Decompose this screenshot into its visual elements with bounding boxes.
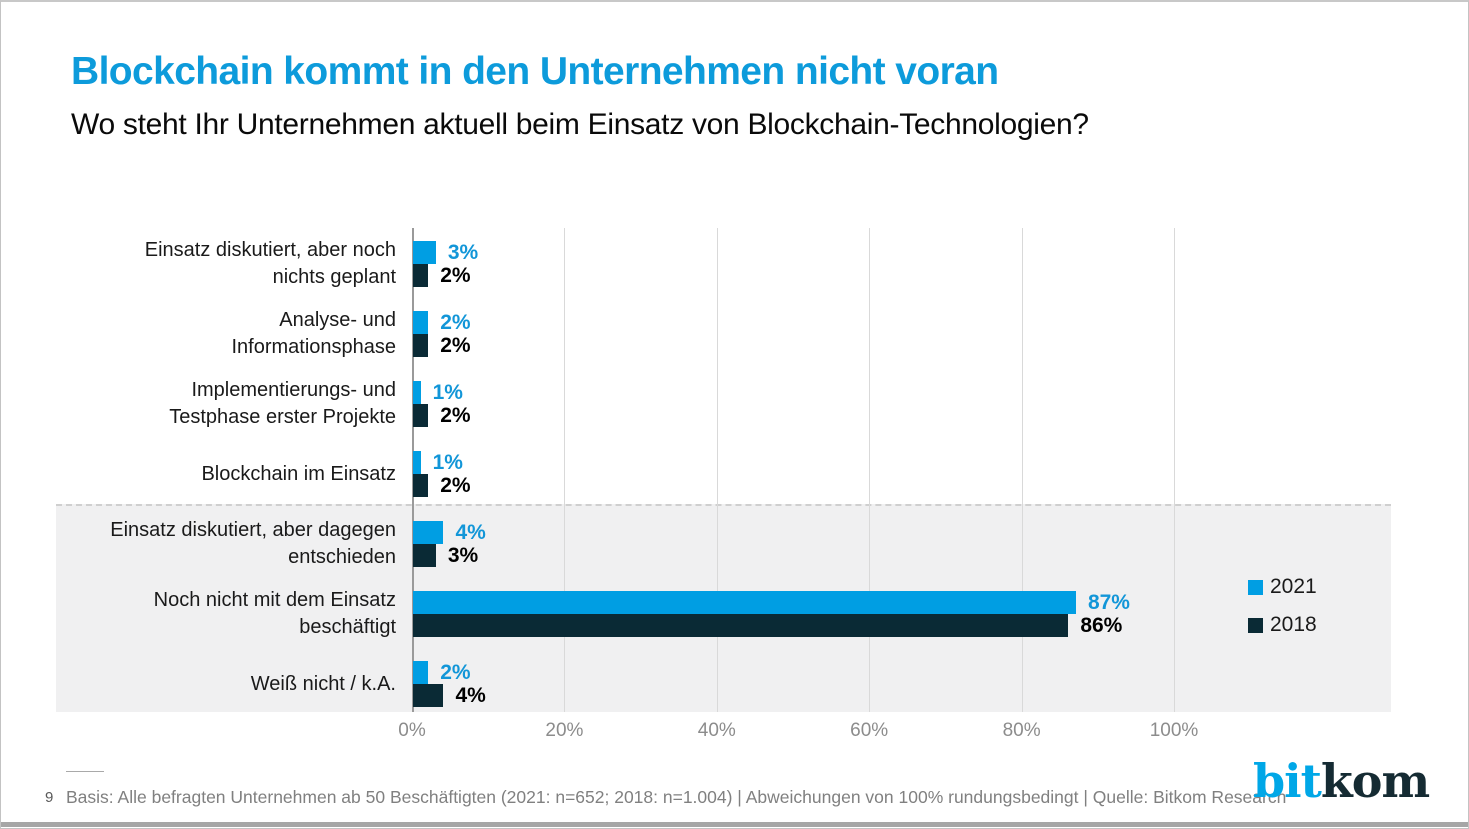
value-label-2018: 86% [1080, 614, 1123, 637]
legend-item-2018: 2018 [1248, 613, 1317, 636]
slide-number: 9 [45, 789, 54, 806]
value-label-2018: 2% [440, 334, 471, 357]
legend-swatch-2021 [1248, 579, 1263, 595]
x-tick-label: 80% [1002, 720, 1041, 741]
category-label: Noch nicht mit dem Einsatz beschäftigt [56, 585, 396, 643]
value-label-2018: 4% [455, 684, 486, 707]
gridline [869, 228, 871, 712]
category-label: Implementierungs- und Testphase erster Pr… [56, 375, 396, 433]
category-label: Einsatz diskutiert, aber noch nichts gepl… [56, 235, 396, 293]
category-label-line: Informationsphase [231, 336, 396, 358]
legend-swatch-2018 [1248, 617, 1263, 633]
bar-2018 [413, 334, 429, 357]
legend-label-2021: 2021 [1270, 575, 1317, 598]
value-label-2018: 2% [440, 474, 471, 497]
value-label-2021: 3% [447, 241, 479, 264]
category-label-line: beschäftigt [299, 616, 396, 638]
value-label-2021: 87% [1087, 591, 1130, 614]
bar-2018 [413, 474, 429, 497]
bar-2021 [413, 311, 429, 334]
value-label-2018: 2% [440, 404, 471, 427]
bitkom-logo-kom: kom [1320, 754, 1430, 808]
source-footnote: Basis: Alle befragten Unternehmen ab 50 … [66, 787, 1287, 807]
value-label-2021: 1% [432, 381, 463, 404]
category-label-line: Testphase erster Projekte [169, 406, 396, 428]
gridline [716, 228, 718, 712]
gridline [564, 228, 566, 712]
bar-2018 [413, 614, 1069, 637]
value-label-2021: 1% [432, 451, 463, 474]
x-tick-label: 60% [850, 720, 889, 741]
category-label: Analyse- und Informationsphase [56, 305, 396, 363]
bar-2018 [413, 404, 429, 427]
legend-item-2021: 2021 [1248, 575, 1317, 598]
bitkom-logo-bit: bit [1253, 754, 1322, 808]
category-label-line: Einsatz diskutiert, aber dagegen [110, 519, 396, 541]
bar-2018 [413, 544, 436, 567]
footer-divider [66, 771, 104, 772]
chart-legend: 2021 2018 [1248, 575, 1317, 636]
category-label-line: Noch nicht mit dem Einsatz [153, 589, 396, 611]
x-tick-label: 20% [545, 720, 584, 741]
bar-2021 [413, 591, 1076, 614]
bar-2021 [413, 451, 421, 474]
category-label-line: Einsatz diskutiert, aber noch [144, 239, 396, 261]
x-tick-label: 40% [697, 720, 736, 741]
page-title: Blockchain kommt in den Unternehmen nich… [71, 50, 999, 93]
gridline [1021, 228, 1023, 712]
x-tick-label: 0% [398, 720, 426, 741]
category-label-line: Blockchain im Einsatz [201, 462, 396, 485]
category-label-line: Analyse- und [279, 309, 396, 331]
value-label-2018: 2% [440, 264, 471, 287]
value-label-2021: 2% [440, 661, 471, 684]
category-label: Weiß nicht / k.A. [56, 655, 396, 713]
category-label: Blockchain im Einsatz [56, 445, 396, 503]
value-label-2021: 4% [455, 521, 486, 544]
bar-2021 [413, 241, 436, 264]
category-label: Einsatz diskutiert, aber dagegen entschie… [56, 515, 396, 573]
category-label-line: Implementierungs- und [191, 379, 396, 401]
x-tick-label: 100% [1149, 720, 1199, 741]
category-label-line: nichts geplant [272, 266, 396, 288]
category-label-line: Weiß nicht / k.A. [250, 672, 396, 695]
bar-2021 [413, 661, 429, 684]
gridline [1174, 228, 1175, 712]
value-label-2018: 3% [447, 544, 479, 567]
bitkom-logo: bitkom [1253, 754, 1430, 808]
bar-2018 [413, 264, 429, 287]
value-label-2021: 2% [440, 311, 471, 334]
category-label-line: entschieden [288, 546, 396, 568]
page-subtitle: Wo steht Ihr Unternehmen aktuell beim Ei… [71, 108, 1089, 141]
bar-2018 [413, 684, 444, 707]
window-bottom-edge [1, 822, 1468, 827]
bar-2021 [413, 381, 421, 404]
bar-2021 [413, 521, 444, 544]
legend-label-2018: 2018 [1270, 613, 1317, 636]
